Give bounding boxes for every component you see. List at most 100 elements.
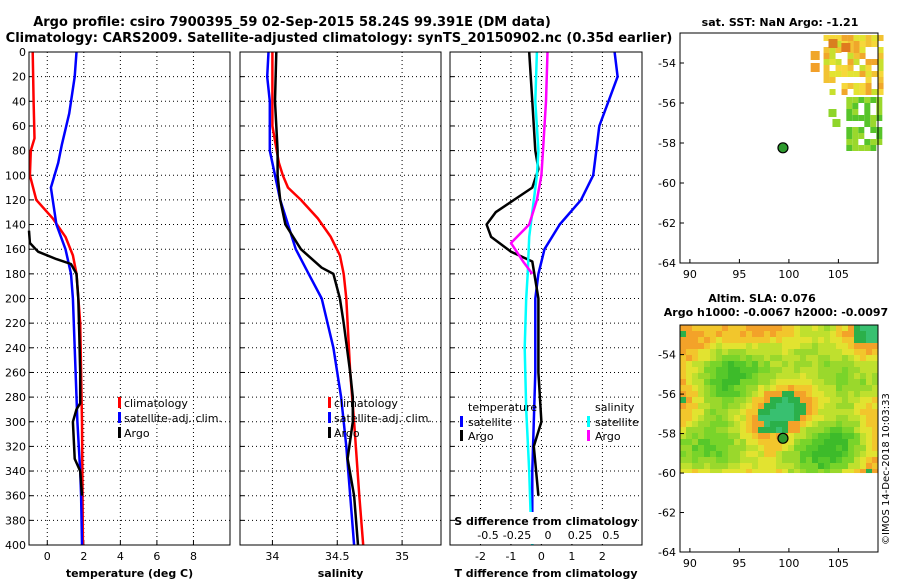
sla-cell <box>800 355 806 361</box>
sla-cell <box>764 397 770 403</box>
sst-cell <box>829 59 836 65</box>
sla-cell <box>836 439 842 445</box>
sla-cell <box>764 349 770 355</box>
y-tick-label: 200 <box>5 293 26 306</box>
sla-cell <box>854 373 860 379</box>
sla-cell <box>860 355 866 361</box>
y-tick-label: 160 <box>5 243 26 256</box>
sst-cell <box>864 145 871 151</box>
sla-cell <box>818 331 824 337</box>
sla-cell <box>746 391 752 397</box>
sla-cell <box>824 385 830 391</box>
sla-cell <box>860 343 866 349</box>
sla-cell <box>830 343 836 349</box>
sla-cell <box>866 391 872 397</box>
sla-cell <box>692 451 698 457</box>
sla-cell <box>722 325 728 331</box>
sst-cell <box>846 109 853 115</box>
sla-cell <box>746 355 752 361</box>
sla-cell <box>692 421 698 427</box>
sla-cell <box>788 439 794 445</box>
sst-cell <box>871 41 878 47</box>
y-tick-label: 260 <box>5 366 26 379</box>
sla-cell <box>806 343 812 349</box>
sst-cell <box>852 115 859 121</box>
sla-cell <box>776 469 782 474</box>
sla-cell <box>806 391 812 397</box>
y-tick-label: 80 <box>12 145 26 158</box>
sla-cell <box>860 367 866 373</box>
sla-cell <box>860 445 866 451</box>
sla-cell <box>848 415 854 421</box>
sla-cell <box>782 367 788 373</box>
sst-cell <box>859 41 866 47</box>
legend-swatch <box>587 416 590 427</box>
sla-cell <box>782 325 788 331</box>
sla-cell <box>722 433 728 439</box>
sla-cell <box>746 421 752 427</box>
sla-cell <box>746 427 752 433</box>
sla-cell <box>800 385 806 391</box>
sst-cell <box>865 35 872 41</box>
sla-cell <box>776 373 782 379</box>
sst-cell <box>823 65 830 71</box>
sla-cell <box>842 463 848 469</box>
x-tick-label: -2 <box>475 550 486 563</box>
sla-cell <box>794 355 800 361</box>
sla-cell <box>752 469 758 474</box>
sla-cell <box>848 343 854 349</box>
sla-cell <box>758 337 764 343</box>
sla-cell <box>824 469 830 474</box>
sla-cell <box>692 397 698 403</box>
sla-cell <box>824 463 830 469</box>
sla-cell <box>704 415 710 421</box>
sla-cell <box>734 439 740 445</box>
sst-cell <box>853 83 860 89</box>
y-tick-label: 20 <box>12 71 26 84</box>
sla-cell <box>848 451 854 457</box>
sla-cell <box>830 355 836 361</box>
sla-map-panel: 90 95 100 105 -54 -56 -58 -60 -62 -64 <box>658 324 879 570</box>
sla-cell <box>722 361 728 367</box>
sla-cell <box>866 463 872 469</box>
sla-cell <box>866 331 872 337</box>
sla-cell <box>770 373 776 379</box>
sla-cell <box>776 451 782 457</box>
sla-cell <box>686 367 692 373</box>
sla-cell <box>740 331 746 337</box>
sla-cell <box>800 451 806 457</box>
sla-cell <box>758 331 764 337</box>
sla-cell <box>818 409 824 415</box>
sla-cell <box>710 361 716 367</box>
sla-cell <box>842 397 848 403</box>
sla-cell <box>740 391 746 397</box>
sla-cell <box>842 349 848 355</box>
sla-cell <box>710 451 716 457</box>
sla-cell <box>806 397 812 403</box>
sla-cell <box>704 361 710 367</box>
x-tick-label: 34.5 <box>325 550 350 563</box>
legend-title-temperature: temperature <box>468 401 537 414</box>
x-tick-label: 90 <box>683 268 697 281</box>
sla-cell <box>866 403 872 409</box>
sla-cell <box>746 403 752 409</box>
sla-cell <box>704 343 710 349</box>
sla-cell <box>770 391 776 397</box>
argo-location-marker <box>777 432 789 444</box>
sla-cell <box>830 337 836 343</box>
sla-cell <box>848 433 854 439</box>
sla-cell <box>764 337 770 343</box>
sla-cell <box>734 457 740 463</box>
sla-cell <box>686 445 692 451</box>
sla-cell <box>782 415 788 421</box>
sla-cell <box>836 391 842 397</box>
sla-cell <box>758 469 764 474</box>
sla-cell <box>872 343 878 349</box>
sla-cell <box>710 421 716 427</box>
sla-cell <box>722 421 728 427</box>
sla-cell <box>782 409 788 415</box>
sla-cell <box>848 403 854 409</box>
sst-cell <box>865 71 872 77</box>
sla-cell <box>722 373 728 379</box>
sla-cell <box>698 433 704 439</box>
